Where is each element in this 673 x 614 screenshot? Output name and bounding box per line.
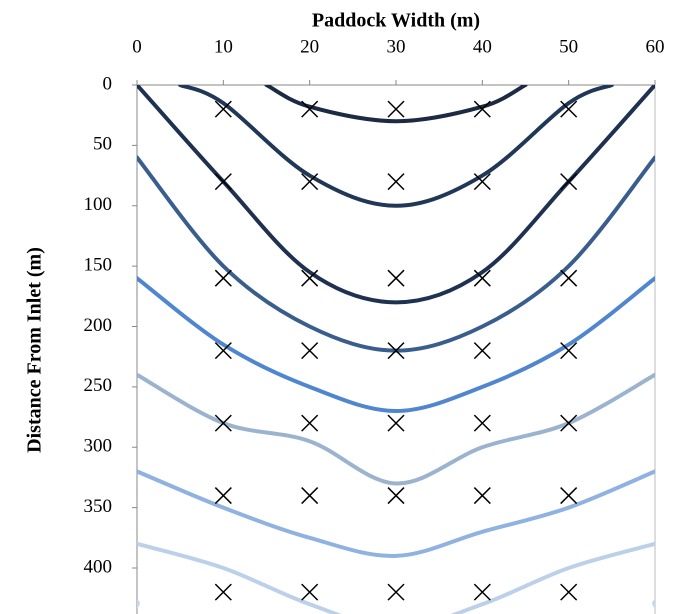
y-tick-label: 0: [103, 73, 113, 94]
measurement-marker: [214, 100, 232, 118]
y-tick-label: 200: [84, 315, 113, 336]
measurement-marker: [473, 583, 491, 601]
measurement-marker: [560, 487, 578, 505]
measurement-marker: [387, 583, 405, 601]
measurement-marker: [387, 342, 405, 360]
measurement-marker: [387, 173, 405, 191]
measurement-marker: [214, 414, 232, 432]
x-tick-label: 60: [646, 36, 665, 57]
measurement-marker: [387, 269, 405, 287]
measurement-marker: [214, 173, 232, 191]
measurement-marker: [301, 583, 319, 601]
measurement-marker: [560, 269, 578, 287]
x-tick-label: 0: [132, 36, 142, 57]
plot-area: [137, 85, 655, 614]
contour-line: [137, 372, 655, 486]
y-axis-title: Distance From Inlet (m): [24, 247, 46, 453]
measurement-marker: [214, 487, 232, 505]
measurement-marker: [301, 173, 319, 191]
contour-line: [178, 85, 614, 208]
measurement-marker: [301, 100, 319, 118]
measurement-marker: [473, 414, 491, 432]
measurement-marker: [301, 269, 319, 287]
contour-line: [137, 85, 655, 305]
y-tick-label: 250: [84, 375, 113, 396]
x-tick-label: 50: [559, 36, 578, 57]
x-tick-label: 20: [300, 36, 319, 57]
measurement-marker: [301, 487, 319, 505]
y-tick-label: 400: [84, 556, 113, 577]
y-tick-label: 150: [84, 254, 113, 275]
y-tick-label: 50: [93, 134, 112, 155]
x-tick-label: 40: [473, 36, 492, 57]
contour-line: [137, 469, 655, 558]
contour-line: [137, 155, 655, 353]
measurement-marker: [301, 414, 319, 432]
measurement-marker: [387, 100, 405, 118]
contour-line: [137, 599, 655, 609]
measurement-marker: [214, 583, 232, 601]
measurement-marker: [473, 487, 491, 505]
contour-line: [137, 541, 655, 614]
measurement-marker: [560, 583, 578, 601]
measurement-marker: [560, 342, 578, 360]
measurement-marker: [473, 173, 491, 191]
measurement-marker: [214, 269, 232, 287]
measurement-marker: [387, 414, 405, 432]
measurement-marker: [560, 414, 578, 432]
measurement-marker: [473, 342, 491, 360]
measurement-marker: [214, 342, 232, 360]
contour-line: [264, 85, 528, 124]
measurement-marker: [473, 100, 491, 118]
y-tick-label: 350: [84, 496, 113, 517]
measurement-marker: [301, 342, 319, 360]
measurement-marker: [560, 100, 578, 118]
measurement-marker: [473, 269, 491, 287]
x-tick-label: 30: [387, 36, 406, 57]
measurement-marker: [560, 173, 578, 191]
y-tick-label: 300: [84, 436, 113, 457]
contour-line: [137, 276, 655, 414]
y-tick-label: 100: [84, 194, 113, 215]
measurement-marker: [387, 487, 405, 505]
x-tick-label: 10: [214, 36, 233, 57]
x-axis-title: Paddock Width (m): [312, 10, 480, 32]
